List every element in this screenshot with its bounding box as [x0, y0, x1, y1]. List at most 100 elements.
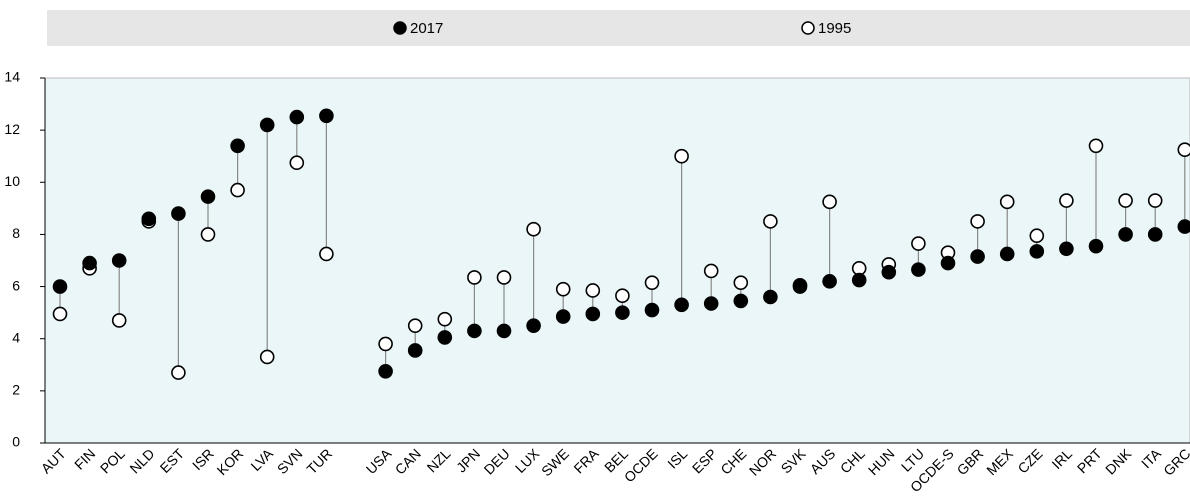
dot-2017 — [940, 255, 956, 271]
dot-1995 — [615, 288, 630, 303]
y-tick-label: 10 — [4, 173, 20, 189]
dot-2017 — [881, 264, 897, 280]
dot-2017 — [200, 189, 216, 204]
x-tick-label: KOR — [214, 445, 247, 478]
dot-2017 — [467, 323, 482, 339]
x-tick-label: JPN — [453, 445, 483, 475]
dot-2017 — [703, 296, 719, 311]
x-tick-label: OCDE — [621, 445, 661, 485]
dot-2017 — [822, 274, 837, 289]
x-tick-label: SWE — [538, 445, 572, 479]
dot-2017 — [615, 305, 630, 320]
x-tick-label: TUR — [303, 445, 335, 477]
dot-2017 — [52, 279, 68, 294]
dot-1995 — [911, 236, 926, 251]
x-tick-label: CHE — [717, 445, 749, 477]
x-tick-label: ESP — [689, 445, 720, 476]
y-tick-label: 12 — [4, 121, 20, 137]
dot-1995 — [437, 311, 453, 327]
dot-1995 — [52, 306, 68, 322]
x-tick-label: NZL — [424, 445, 454, 475]
y-tick-label: 14 — [4, 69, 20, 85]
dot-2017 — [585, 306, 601, 322]
x-tick-label: ISR — [189, 445, 217, 473]
dot-2017 — [111, 253, 127, 268]
legend-marker — [393, 21, 407, 35]
dot-2017 — [911, 262, 926, 277]
x-tick-label: AUS — [807, 445, 839, 477]
x-tick-label: NLD — [126, 445, 157, 476]
dot-1995 — [289, 155, 305, 171]
dot-1995 — [259, 349, 275, 365]
dot-2017 — [259, 117, 275, 133]
dot-1995 — [319, 246, 334, 262]
dot-2017 — [141, 211, 157, 227]
x-tick-label: GRC — [1160, 445, 1190, 478]
legend-marker — [801, 21, 815, 35]
dot-1995 — [171, 365, 186, 380]
dot-2017 — [733, 293, 749, 309]
dot-1995 — [999, 194, 1015, 210]
x-tick-label: CHL — [837, 445, 868, 476]
dot-1995 — [1147, 193, 1163, 208]
dot-1995 — [644, 275, 660, 290]
dot-1995 — [822, 194, 837, 210]
plot-area — [44, 77, 1190, 444]
y-tick-label: 2 — [12, 382, 20, 398]
x-tick-label: SVN — [274, 445, 306, 477]
dot-2017 — [1177, 219, 1190, 234]
dot-2017 — [82, 255, 97, 271]
dot-2017 — [970, 249, 985, 264]
dot-2017 — [644, 302, 660, 318]
dot-2017 — [407, 343, 423, 358]
x-tick-label: IRL — [1048, 445, 1075, 472]
dot-1995 — [970, 214, 985, 229]
x-tick-label: HUN — [865, 445, 898, 478]
dot-1995 — [1059, 193, 1074, 208]
y-tick-label: 8 — [12, 225, 20, 241]
dot-2017 — [1059, 241, 1074, 257]
dot-2017 — [378, 364, 393, 379]
dot-1995 — [200, 227, 216, 242]
dot-1995 — [111, 313, 127, 328]
dot-2017 — [171, 206, 186, 221]
dot-1995 — [585, 283, 601, 298]
x-tick-label: AUT — [38, 445, 69, 476]
dot-2017 — [851, 272, 867, 288]
dot-2017 — [319, 108, 334, 124]
x-tick-label: PRT — [1074, 445, 1105, 476]
dot-1995 — [1088, 138, 1104, 154]
x-tick-label: CAN — [392, 445, 424, 477]
dot-1995 — [496, 270, 512, 285]
x-tick-label: POL — [97, 445, 128, 476]
dot-1995 — [1029, 228, 1045, 244]
x-tick-label: GBR — [954, 445, 987, 478]
dot-2017 — [1147, 227, 1163, 242]
y-tick-label: 4 — [12, 329, 20, 345]
dot-2017 — [526, 318, 541, 333]
x-tick-label: FRA — [570, 445, 602, 477]
dot-2017 — [555, 309, 571, 324]
dot-1995 — [467, 270, 482, 285]
x-tick-label: FIN — [71, 445, 98, 472]
dot-1995 — [230, 182, 245, 198]
dot-2017 — [230, 138, 245, 154]
dot-2017 — [289, 109, 305, 125]
x-tick-label: LUX — [512, 445, 543, 476]
dot-1995 — [555, 281, 571, 297]
dot-1995 — [1177, 142, 1190, 157]
dot-1995 — [378, 336, 393, 352]
dot-2017 — [1088, 238, 1104, 254]
x-tick-label: EST — [157, 445, 188, 476]
legend-label: 2017 — [410, 20, 443, 37]
dot-2017 — [1118, 227, 1133, 242]
x-tick-label: ISL — [664, 445, 690, 471]
dot-1995 — [526, 221, 541, 237]
dot-1995 — [703, 263, 719, 279]
dot-2017 — [999, 246, 1015, 262]
dot-1995 — [1118, 193, 1133, 208]
dot-2017 — [674, 297, 689, 313]
dot-2017 — [1029, 244, 1045, 259]
x-tick-label: DEU — [481, 445, 513, 477]
